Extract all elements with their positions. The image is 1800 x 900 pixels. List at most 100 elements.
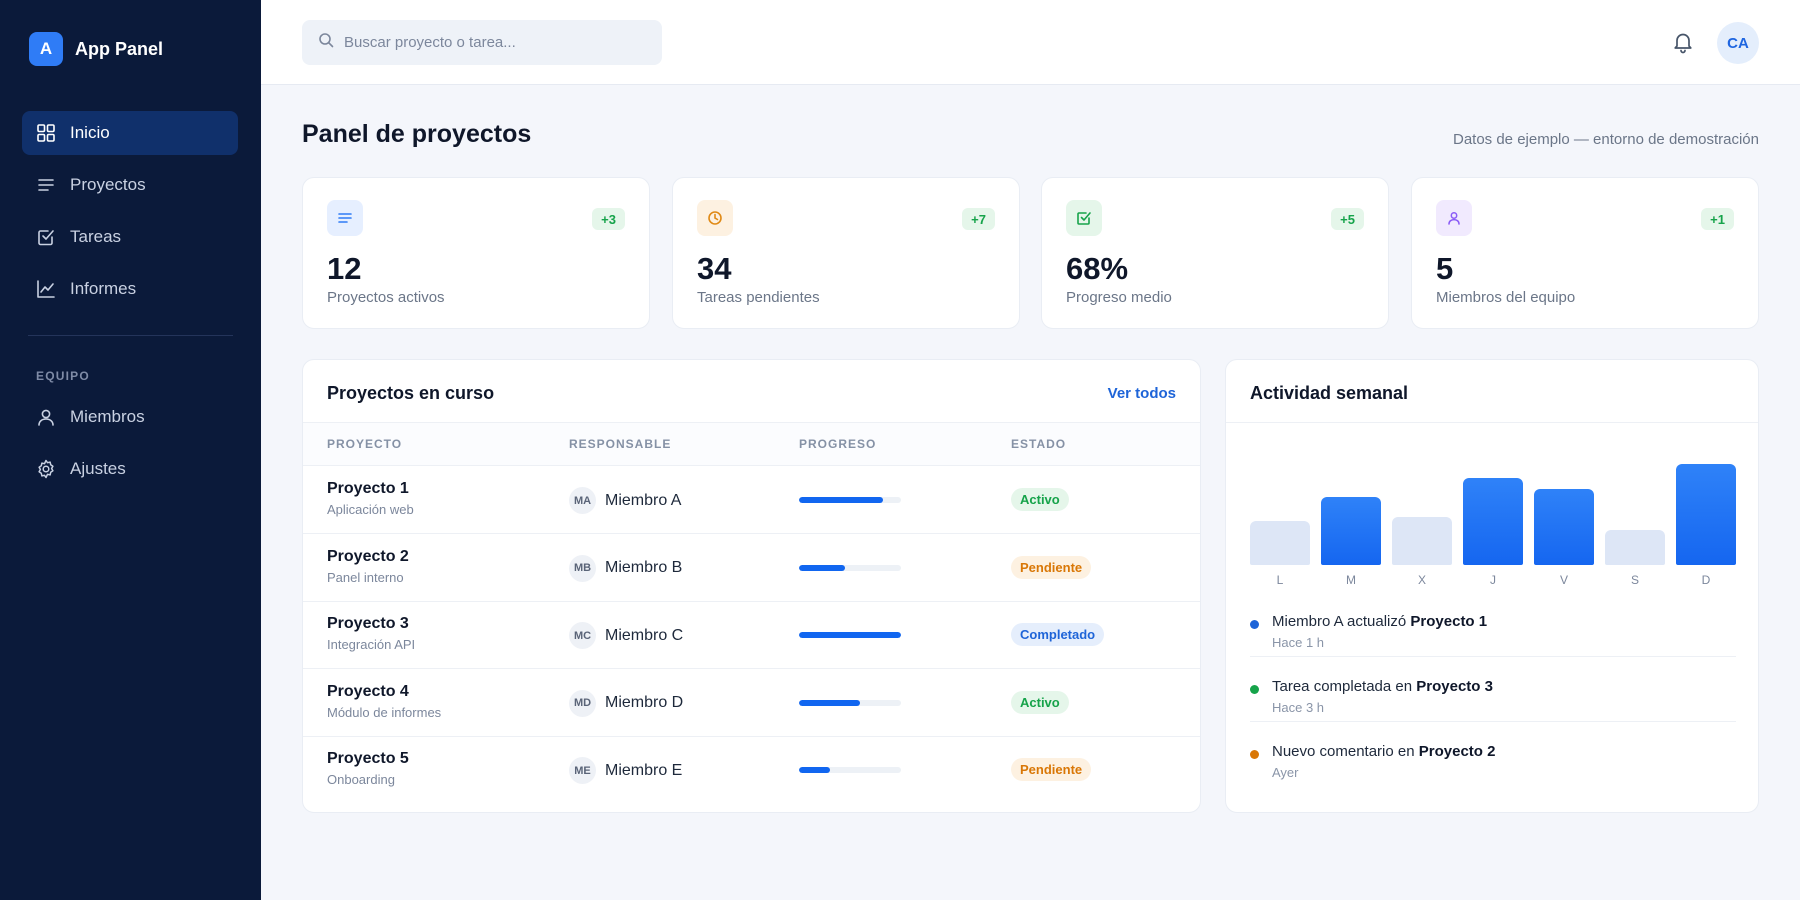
sidebar-item-label: Informes <box>70 279 137 298</box>
table-row[interactable]: Proyecto 2 Panel interno MB Miembro B Pendie… <box>303 534 1200 602</box>
view-all-link[interactable]: Ver todos <box>1107 385 1176 402</box>
list-icon <box>36 175 56 195</box>
progress-bar <box>799 699 901 706</box>
activity-item[interactable]: Tarea completada en Proyecto 3 Hace 3 h <box>1250 678 1736 736</box>
stat-value: 34 <box>697 251 732 286</box>
owner-name: Miembro E <box>605 761 683 779</box>
stat-delta: +3 <box>592 208 625 230</box>
column-header-progreso: PROGRESO <box>799 437 877 451</box>
activity-project: Proyecto 3 <box>1416 678 1493 695</box>
stat-delta: +7 <box>962 208 995 230</box>
sidebar-item-label: Inicio <box>70 123 110 142</box>
brand-name: App Panel <box>75 38 164 59</box>
user-icon <box>36 407 56 427</box>
brand[interactable]: A App Panel <box>29 32 163 66</box>
column-header-proyecto: PROYECTO <box>327 437 403 451</box>
avatar: MA <box>569 487 596 514</box>
status-dot <box>1250 620 1259 629</box>
sidebar-item-proyectos[interactable]: Proyectos <box>22 163 238 207</box>
progress-bar <box>799 632 901 638</box>
chart-x-label: M <box>1346 573 1356 587</box>
activity-panel: Actividad semanal L M X J V S D Miembro A actu… <box>1225 359 1759 813</box>
gear-icon <box>36 459 56 479</box>
sidebar-item-miembros[interactable]: Miembros <box>22 395 238 439</box>
sidebar-item-tareas[interactable]: Tareas <box>22 215 238 259</box>
projects-panel: Proyectos en curso Ver todos PROYECTO RE… <box>302 359 1201 813</box>
status-dot <box>1250 685 1259 694</box>
activity-text: Tarea completada en Proyecto 3 <box>1272 678 1493 695</box>
sidebar-divider <box>28 335 233 336</box>
sidebar-section-label: EQUIPO <box>36 369 90 383</box>
table-row[interactable]: Proyecto 4 Módulo de informes MD Miembro D A… <box>303 669 1200 737</box>
top-bar: CA <box>261 0 1800 85</box>
user-avatar[interactable]: CA <box>1717 22 1759 64</box>
chart-x-label: D <box>1701 573 1711 587</box>
chart-bar <box>1534 489 1594 565</box>
avatar: ME <box>569 757 596 784</box>
sidebar-item-label: Tareas <box>70 227 122 246</box>
stat-card-tareas: +7 34 Tareas pendientes <box>672 177 1020 329</box>
project-subtitle: Panel interno <box>327 569 404 585</box>
divider <box>1250 656 1736 657</box>
checkbox-icon <box>1066 200 1102 236</box>
bell-icon[interactable] <box>1671 30 1695 54</box>
avatar: MD <box>569 689 596 717</box>
sidebar-item-informes[interactable]: Informes <box>22 267 238 311</box>
search-input[interactable] <box>344 34 644 51</box>
progress-fill <box>799 699 861 706</box>
stat-delta: +5 <box>1331 208 1364 230</box>
avatar: MC <box>569 622 596 649</box>
activity-text: Miembro A actualizó Proyecto 1 <box>1272 613 1488 630</box>
page-note: Datos de ejemplo — entorno de demostraci… <box>1452 131 1759 148</box>
chart-bar <box>1392 516 1452 565</box>
stat-value: 5 <box>1436 251 1454 286</box>
progress-bar <box>799 497 901 503</box>
table-row[interactable]: Proyecto 5 Onboarding ME Miembro E Pendiente <box>303 736 1200 804</box>
clock-icon <box>697 200 733 236</box>
owner: MC Miembro C <box>569 622 683 649</box>
chart-line-icon <box>36 279 56 299</box>
checkbox-icon <box>36 227 56 247</box>
progress-fill <box>799 632 901 638</box>
project-subtitle: Integración API <box>327 637 416 652</box>
column-header-estado: ESTADO <box>1011 437 1067 451</box>
owner-name: Miembro D <box>605 694 684 711</box>
stat-delta: +1 <box>1701 208 1734 230</box>
project-subtitle: Aplicación web <box>327 502 414 517</box>
progress-bar <box>799 564 901 571</box>
status-badge: Pendiente <box>1011 758 1092 781</box>
chart-x-label: V <box>1559 573 1568 587</box>
chart-bar <box>1676 464 1736 565</box>
sidebar-item-label: Miembros <box>70 407 145 426</box>
chart-x-label: X <box>1417 573 1426 587</box>
list-icon <box>327 200 363 236</box>
search-box[interactable] <box>302 20 662 65</box>
activity-item[interactable]: Miembro A actualizó Proyecto 1 Hace 1 h <box>1250 613 1736 671</box>
sidebar-item-inicio[interactable]: Inicio <box>22 111 238 155</box>
projects-title: Proyectos en curso <box>327 383 495 403</box>
project-subtitle: Módulo de informes <box>327 704 442 720</box>
owner: ME Miembro E <box>569 757 682 784</box>
sidebar-item-label: Proyectos <box>70 175 146 194</box>
stat-card-progreso: +5 68% Progreso medio <box>1041 177 1389 329</box>
sidebar-item-ajustes[interactable]: Ajustes <box>22 447 238 491</box>
stat-label: Proyectos activos <box>327 289 445 306</box>
project-subtitle: Onboarding <box>327 772 395 787</box>
chart-bar <box>1250 520 1310 565</box>
activity-text: Nuevo comentario en Proyecto 2 <box>1272 743 1496 760</box>
project-name: Proyecto 1 <box>327 480 409 497</box>
table-row[interactable]: Proyecto 3 Integración API MC Miembro C Comp… <box>303 601 1200 669</box>
avatar: MB <box>569 554 596 582</box>
stat-value: 68% <box>1066 251 1129 286</box>
table-row[interactable]: Proyecto 1 Aplicación web MA Miembro A Activ… <box>303 466 1200 534</box>
divider <box>1226 422 1758 423</box>
activity-time: Hace 1 h <box>1272 635 1325 650</box>
owner-name: Miembro B <box>605 559 683 576</box>
progress-fill <box>799 564 845 571</box>
owner-name: Miembro A <box>605 491 682 509</box>
activity-item[interactable]: Nuevo comentario en Proyecto 2 Ayer <box>1250 743 1736 801</box>
project-name: Proyecto 5 <box>327 750 409 767</box>
stat-label: Progreso medio <box>1066 289 1172 306</box>
progress-fill <box>799 497 883 503</box>
chart-bar <box>1321 496 1381 565</box>
